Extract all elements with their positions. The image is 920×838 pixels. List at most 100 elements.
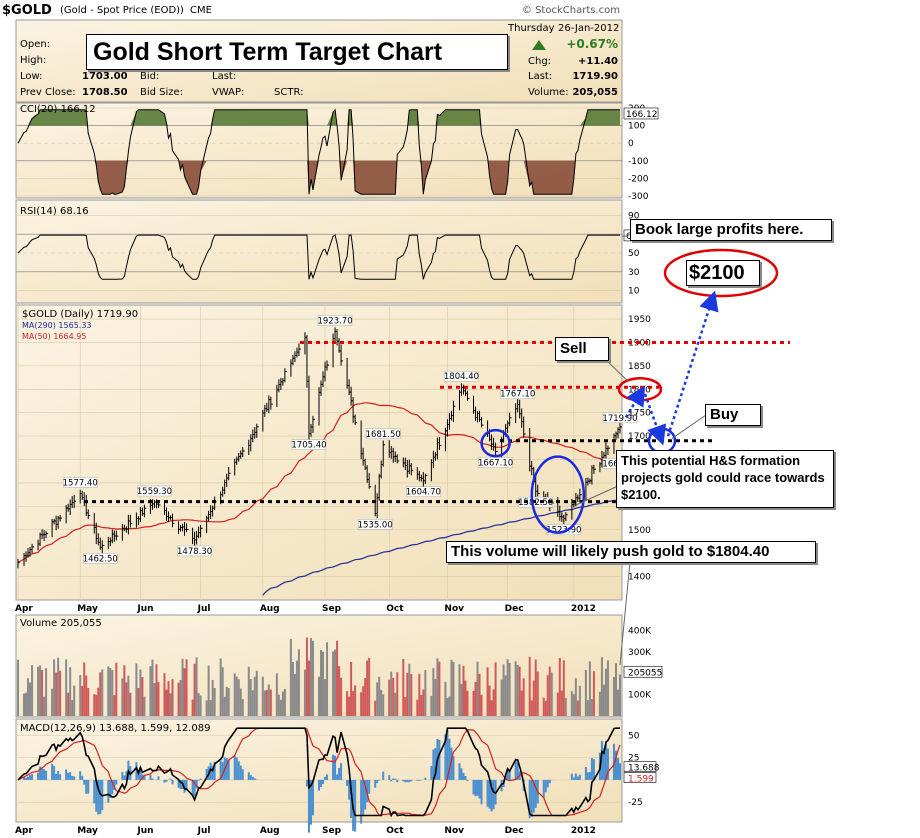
macd-hist-bar <box>604 743 607 780</box>
volume-bar <box>163 673 166 716</box>
arrow-to-sell <box>624 385 646 419</box>
rsi-panel: RSI(14) 68.16 907050301068.16 <box>15 199 655 304</box>
macd-hist-bar <box>111 779 114 795</box>
macd-hist-bar <box>195 779 198 789</box>
volume-bar <box>448 696 451 716</box>
volume-bar <box>380 689 383 716</box>
volume-bar <box>362 686 365 716</box>
volume-bar <box>295 660 298 716</box>
volume-tick: 205055 <box>628 668 662 678</box>
volume-bar <box>95 694 98 716</box>
macd-hist-bar <box>340 763 343 780</box>
volume-bar <box>338 666 341 716</box>
x-tick: May <box>77 604 98 614</box>
volume-bar <box>237 679 240 716</box>
macd-hist-bar <box>619 763 621 780</box>
volume-note: This volume will likely push gold to $18… <box>446 541 816 563</box>
volume-bar <box>560 690 563 716</box>
price-label: 1559.30 <box>137 487 172 497</box>
x-tick-macd: 2012 <box>571 826 596 836</box>
x-tick: Apr <box>15 604 33 614</box>
ma290-legend: MA(290) 1565.33 <box>22 321 92 330</box>
volume-bar <box>438 661 441 716</box>
volume-bar <box>169 693 172 716</box>
volume-bar <box>516 664 519 716</box>
volume-bar <box>598 691 601 716</box>
volume-bar <box>165 689 168 716</box>
macd-hist-bar <box>183 779 186 793</box>
macd-hist-bar <box>199 778 202 780</box>
volume-bar <box>340 677 343 716</box>
rsi-line <box>17 234 620 280</box>
macd-hist-bar <box>79 771 82 780</box>
price-label-bg <box>500 388 535 399</box>
price-tick: 1800 <box>628 385 651 395</box>
macd-current-badge <box>623 772 657 783</box>
up-arrow-icon <box>532 40 546 50</box>
macd-hist-bar <box>338 767 341 780</box>
macd-hist-bar <box>546 779 549 788</box>
volume-bar <box>418 673 421 716</box>
pct-change: +0.67% <box>566 37 618 51</box>
buy-label: Buy <box>705 404 761 426</box>
volume-bar <box>279 699 282 716</box>
macd-hist-bar <box>71 776 74 780</box>
volume-bar <box>360 692 363 716</box>
volume-bar <box>141 677 144 716</box>
price-label: 1535.00 <box>358 520 393 530</box>
volume-bar <box>619 674 621 716</box>
volume-bar <box>197 693 200 716</box>
volume-bar <box>211 680 214 716</box>
macd-hist-bar <box>404 779 407 783</box>
macd-hist-bar <box>165 779 168 782</box>
volume-bar <box>179 680 182 716</box>
volume-bar <box>584 669 587 716</box>
macd-hist-bar <box>478 779 481 799</box>
volume-bar <box>71 699 74 716</box>
macd-hist-bar <box>460 768 463 780</box>
volume-bar <box>556 692 559 716</box>
macd-hist-bar <box>121 771 124 780</box>
x-tick-macd: Nov <box>444 826 464 836</box>
macd-line <box>17 727 620 818</box>
macd-hist-bar <box>590 758 593 780</box>
volume-panel: Volume 205,055 400K 300K 205055 100K <box>15 614 662 718</box>
macd-hist-bar <box>73 776 76 780</box>
macd-hist-bar <box>251 776 254 780</box>
volume-bar <box>528 656 531 716</box>
low-label: Low: <box>20 71 43 82</box>
volume-bar <box>464 680 467 716</box>
macd-hist-bar <box>83 779 86 785</box>
ma50-legend: MA(50) 1664.95 <box>22 332 86 341</box>
macd-hist-bar <box>448 738 451 780</box>
arrow-to-buy <box>643 393 667 446</box>
macd-hist-bar <box>95 779 98 812</box>
volume-bar <box>157 682 160 716</box>
macd-hist-bar <box>616 757 619 780</box>
volume-bar <box>542 697 545 716</box>
high-label: High: <box>20 55 46 66</box>
volume-bar <box>474 682 477 716</box>
macd-hist-bar <box>239 765 242 780</box>
macd-hist-bar <box>205 768 208 780</box>
volume-bar <box>29 682 32 716</box>
macd-hist-bar <box>227 759 230 780</box>
volume-value: 205,055 <box>572 87 618 98</box>
macd-hist-bar <box>53 765 56 780</box>
volume-pointer <box>619 561 631 666</box>
volume-bar <box>221 667 224 716</box>
macd-hist-bar <box>334 755 337 780</box>
volume-bar <box>612 677 615 716</box>
volume-bar <box>462 665 465 716</box>
macd-hist-bar <box>213 761 216 780</box>
macd-hist-bar <box>492 779 495 810</box>
price-label: 1462.50 <box>83 554 118 564</box>
macd-hist-bar <box>602 747 605 780</box>
price-tick: 1850 <box>628 362 651 372</box>
volume-bar <box>289 638 292 716</box>
macd-hist-bar <box>424 777 427 780</box>
volume-bar <box>255 670 258 716</box>
price-tick: 1700 <box>628 432 651 442</box>
volume-bar <box>490 700 493 716</box>
